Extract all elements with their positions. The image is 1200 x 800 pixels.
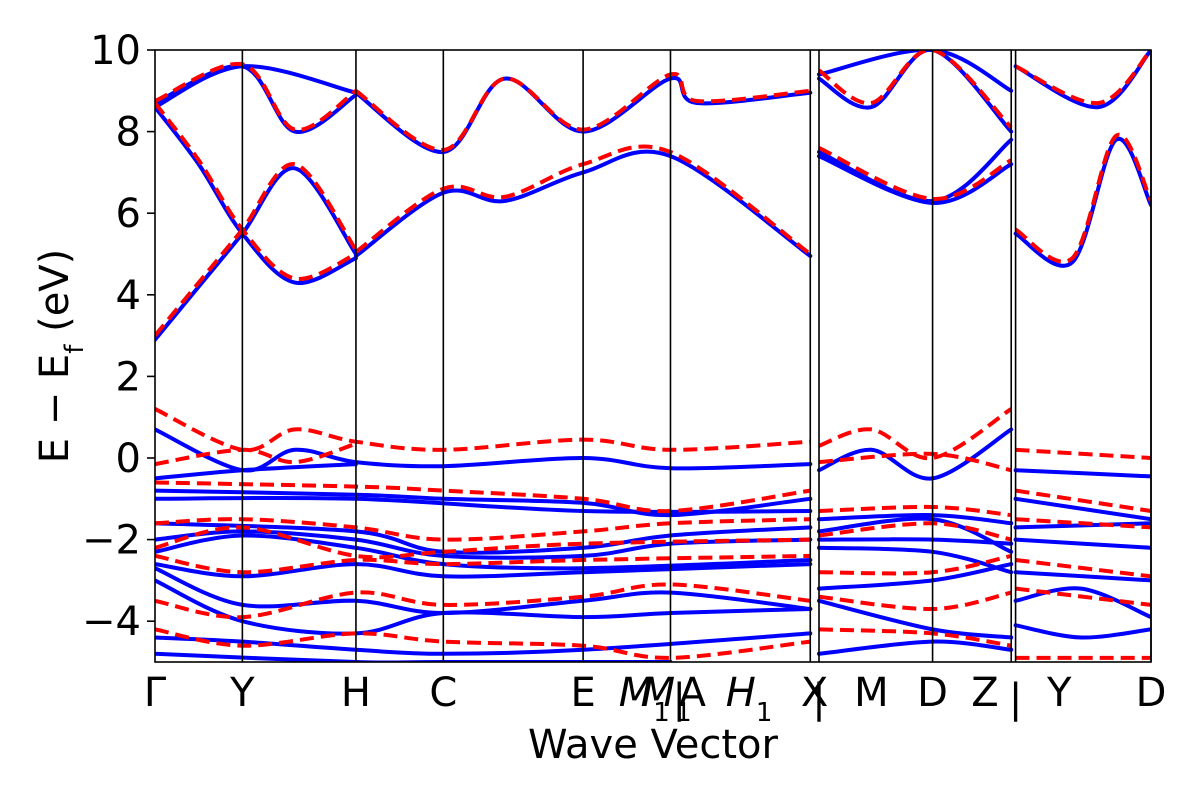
kpoint-subscript: 1 [653,698,670,728]
x-tick-label: D [1136,670,1167,716]
x-tick-label: A [679,670,707,716]
band-line [817,50,1013,129]
kpoint-subscript: 1 [756,698,773,728]
x-tick-label: C [429,670,457,716]
band-line [354,144,812,256]
x-tick-label: E [570,670,595,716]
band-line [817,50,1014,93]
band-line [1015,517,1151,530]
kpoint-lines-layer [241,50,1152,662]
band-line [155,495,813,514]
x-tick-label: Y [1046,670,1072,716]
path-break-label: | [672,676,685,722]
band-line [817,537,1014,546]
band-line [1013,468,1151,479]
band-line [818,407,1013,461]
band-line [817,639,1014,656]
band-line [353,149,813,258]
band-line [1015,447,1151,460]
x-tick-label: D [917,670,948,716]
bands-layer [155,50,1151,662]
y-axis-title-unit: (eV) [32,249,78,345]
y-tick-label: 8 [116,110,141,156]
band-line [1015,586,1151,607]
y-tick-label: 2 [116,354,141,400]
band-line [155,166,358,342]
band-line [155,407,811,453]
y-tick-label: 4 [116,273,141,319]
y-tick-label: 10 [90,28,141,74]
kpoint-main: M [641,670,676,716]
band-line [155,441,357,467]
band-line [817,562,1014,591]
path-break-label: | [1009,676,1022,722]
plot-frame [154,49,1152,663]
band-line [155,462,358,481]
y-axis-title: E − Ef (eV) [32,249,90,464]
band-line [1015,558,1151,579]
y-tick-label: −4 [82,599,141,645]
band-line [1014,50,1151,106]
band-line [817,545,1014,575]
x-tick-label: X [801,670,828,716]
kpoint-main: H [726,670,756,716]
band-line [155,488,813,518]
x-tick-label: Y [229,670,255,716]
y-axis-title-main: E − E [32,354,78,464]
x-tick-label: M [854,670,889,716]
band-line [155,631,813,656]
x-axis-title: Wave Vector [528,722,779,768]
x-tick-label: M1 [641,670,692,728]
y-tick-label: −2 [82,518,141,564]
y-tick-label: 6 [116,191,141,237]
band-line [1015,488,1151,513]
x-tick-label: Z [971,670,998,716]
band-line [818,146,1013,201]
x-tick-label: H1 [726,670,773,728]
band-line [155,61,358,132]
kpoint-subscript: 1 [675,698,692,728]
band-line [155,521,813,555]
path-break-label: | [812,676,825,722]
y-axis-title-sub: f [60,344,90,354]
x-tick-label: Γ [144,670,167,716]
x-tick-label: M1 [619,670,670,728]
band-line [155,162,358,337]
y-ticks: 10 8 6 4 2 0 −2 −4 [82,28,155,645]
band-line [1013,537,1151,550]
x-tick-label: H [341,670,371,716]
band-line [817,427,1014,481]
band-line [155,480,811,514]
band-line [1013,496,1151,522]
y-tick-label: 0 [116,436,141,482]
band-line [1013,623,1151,640]
band-line [1013,521,1151,530]
band-line [1013,586,1151,620]
band-line [155,105,358,285]
band-line [1014,132,1151,264]
series-0 [155,50,1151,662]
kpoint-main: M [619,670,654,716]
band-line [1013,570,1151,583]
